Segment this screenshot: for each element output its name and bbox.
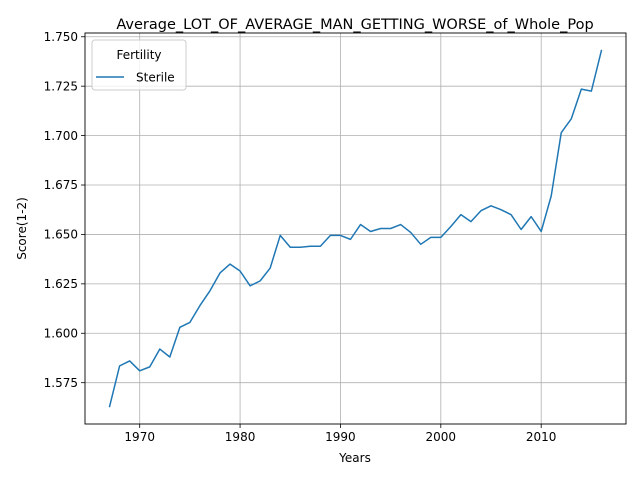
y-axis-label: Score(1-2) xyxy=(15,197,29,260)
legend-label-sterile: Sterile xyxy=(136,71,175,85)
axis-ticks: 1970 1980 1990 2000 2010 1.575 1.600 1.625 1.650… xyxy=(44,30,557,444)
plot-frame xyxy=(84,32,627,425)
y-tick-label: 1.675 xyxy=(44,178,78,192)
series-layer xyxy=(108,49,603,408)
grid-lines xyxy=(85,33,626,424)
y-tick-label: 1.700 xyxy=(44,129,78,143)
y-tick-label: 1.625 xyxy=(44,277,78,291)
x-axis-label: Years xyxy=(338,451,371,465)
plot-area xyxy=(85,33,626,424)
y-tick-label: 1.725 xyxy=(44,79,78,93)
y-tick-label: 1.650 xyxy=(44,228,78,242)
x-tick-label: 1990 xyxy=(325,430,356,444)
legend: Fertility Sterile xyxy=(91,39,187,91)
legend-title: Fertility xyxy=(116,48,161,62)
y-tick-label: 1.750 xyxy=(44,30,78,44)
x-tick-label: 2010 xyxy=(526,430,557,444)
y-tick-label: 1.575 xyxy=(44,376,78,390)
y-tick-label: 1.600 xyxy=(44,326,78,340)
series-line-sterile xyxy=(108,49,603,408)
x-tick-label: 1980 xyxy=(225,430,256,444)
chart-title: Average_LOT_OF_AVERAGE_MAN_GETTING_WORSE… xyxy=(116,17,593,33)
x-tick-label: 2000 xyxy=(426,430,457,444)
x-tick-label: 1970 xyxy=(124,430,155,444)
